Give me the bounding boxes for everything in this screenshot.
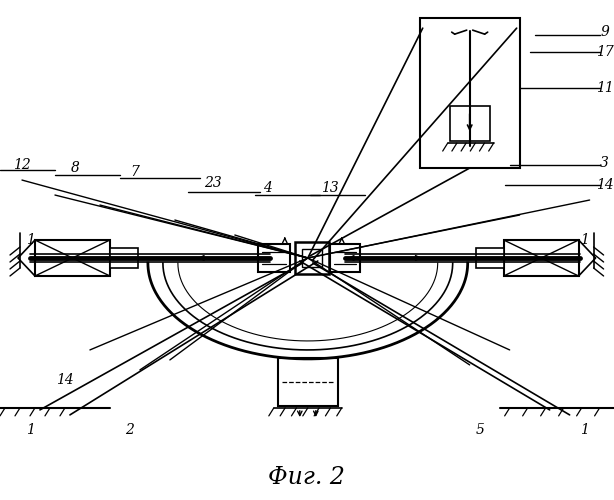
Bar	[278, 358, 338, 406]
Text: 1: 1	[26, 423, 34, 437]
Text: 8: 8	[71, 161, 79, 175]
Text: 1: 1	[580, 423, 589, 437]
Bar	[302, 249, 322, 267]
Bar	[110, 248, 138, 268]
Text: 5: 5	[475, 423, 484, 437]
Text: 9: 9	[600, 25, 609, 39]
Bar	[35, 240, 110, 276]
Text: 3: 3	[600, 156, 609, 170]
Text: 12: 12	[13, 158, 31, 172]
Bar	[503, 240, 578, 276]
Bar	[258, 244, 290, 272]
Text: Фиг. 2: Фиг. 2	[268, 466, 345, 489]
Text: 14: 14	[56, 373, 74, 387]
Bar	[295, 242, 328, 274]
Bar	[449, 106, 490, 141]
Text: 23: 23	[204, 176, 222, 190]
Text: 7: 7	[130, 165, 139, 179]
Bar	[476, 248, 503, 268]
Bar	[330, 244, 360, 272]
Text: 14: 14	[596, 178, 613, 192]
Text: 2: 2	[125, 423, 134, 437]
Text: 13: 13	[321, 181, 339, 195]
Text: 1: 1	[580, 233, 589, 247]
Text: 4: 4	[263, 181, 272, 195]
Text: 17: 17	[596, 45, 613, 59]
Bar	[420, 18, 519, 168]
Text: 1: 1	[26, 233, 34, 247]
Text: 11: 11	[596, 81, 613, 95]
